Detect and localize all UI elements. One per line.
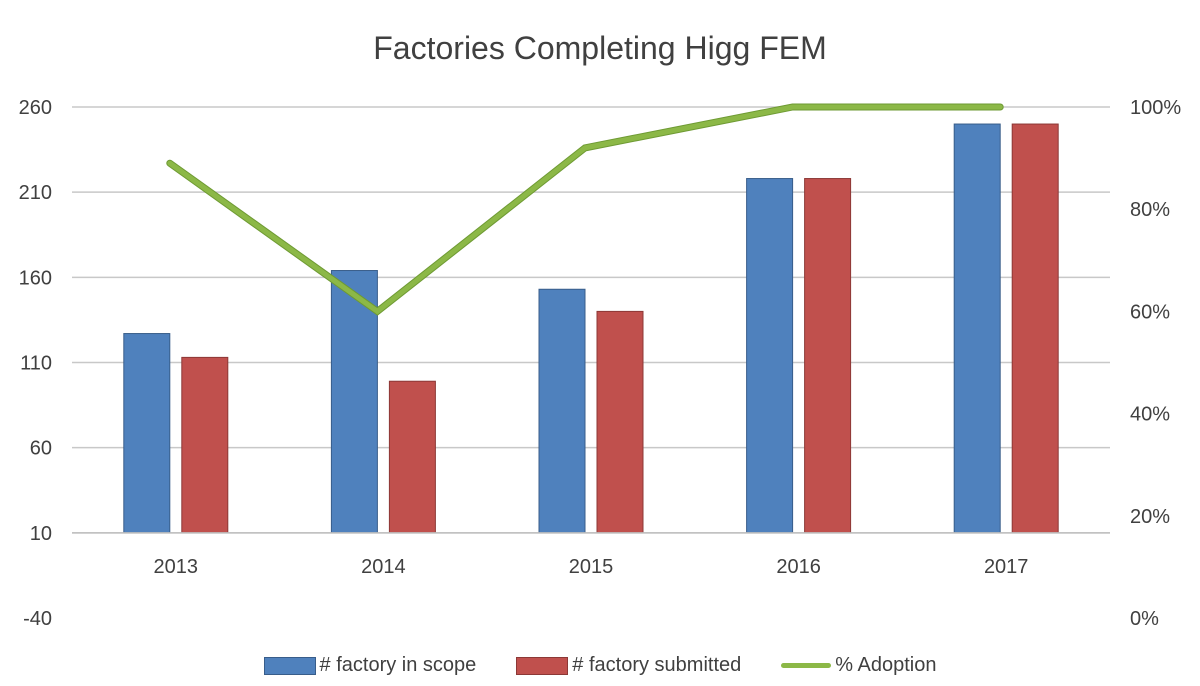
bar-submitted [596, 310, 644, 534]
legend-item-submitted: # factory submitted [516, 654, 741, 677]
legend-swatch-red [516, 656, 569, 675]
bar-in-scope [330, 270, 378, 534]
right-axis-tick: 40% [1130, 404, 1170, 426]
bar-in-scope [953, 123, 1001, 534]
right-axis-tick: 0% [1130, 608, 1159, 630]
x-axis-tick: 2016 [776, 556, 821, 578]
right-axis-tick: 60% [1130, 301, 1170, 323]
x-axis-tick: 2013 [154, 556, 199, 578]
legend-label: # factory submitted [572, 654, 742, 676]
left-axis-tick: 160 [19, 267, 52, 289]
x-axis-tick: 2017 [984, 556, 1029, 578]
bar-submitted [804, 178, 852, 534]
x-axis-tick: 2014 [361, 556, 406, 578]
left-axis-tick: 260 [19, 97, 52, 119]
bar-submitted [1011, 123, 1059, 534]
left-axis-tick: 60 [30, 438, 52, 460]
right-axis-tick: 100% [1130, 97, 1181, 119]
bar-submitted [181, 356, 229, 534]
legend-label: % Adoption [835, 654, 937, 676]
bar-submitted [388, 380, 436, 534]
legend-label: # factory in scope [319, 654, 477, 676]
adoption-line [167, 104, 1003, 315]
left-axis-tick: 210 [19, 182, 52, 204]
x-axis-tick: 2015 [569, 556, 614, 578]
adoption-line-outline [166, 103, 1004, 316]
bar-in-scope [123, 333, 171, 534]
bar-in-scope [538, 288, 586, 534]
legend-swatch-line [781, 663, 832, 668]
legend-item-in-scope: # factory in scope [263, 654, 477, 677]
legend-swatch-blue [263, 656, 316, 675]
chart-title: Factories Completing Higg FEM [373, 30, 827, 66]
chart-legend: # factory in scope # factory submitted %… [0, 654, 1200, 677]
left-axis-tick: 110 [20, 353, 52, 375]
right-axis-tick: 20% [1130, 506, 1170, 528]
legend-item-adoption: % Adoption [781, 654, 936, 677]
left-axis-tick: 10 [30, 523, 52, 545]
right-axis-tick: 80% [1130, 199, 1170, 221]
bar-in-scope [746, 178, 794, 534]
left-axis-tick: -40 [23, 608, 52, 630]
